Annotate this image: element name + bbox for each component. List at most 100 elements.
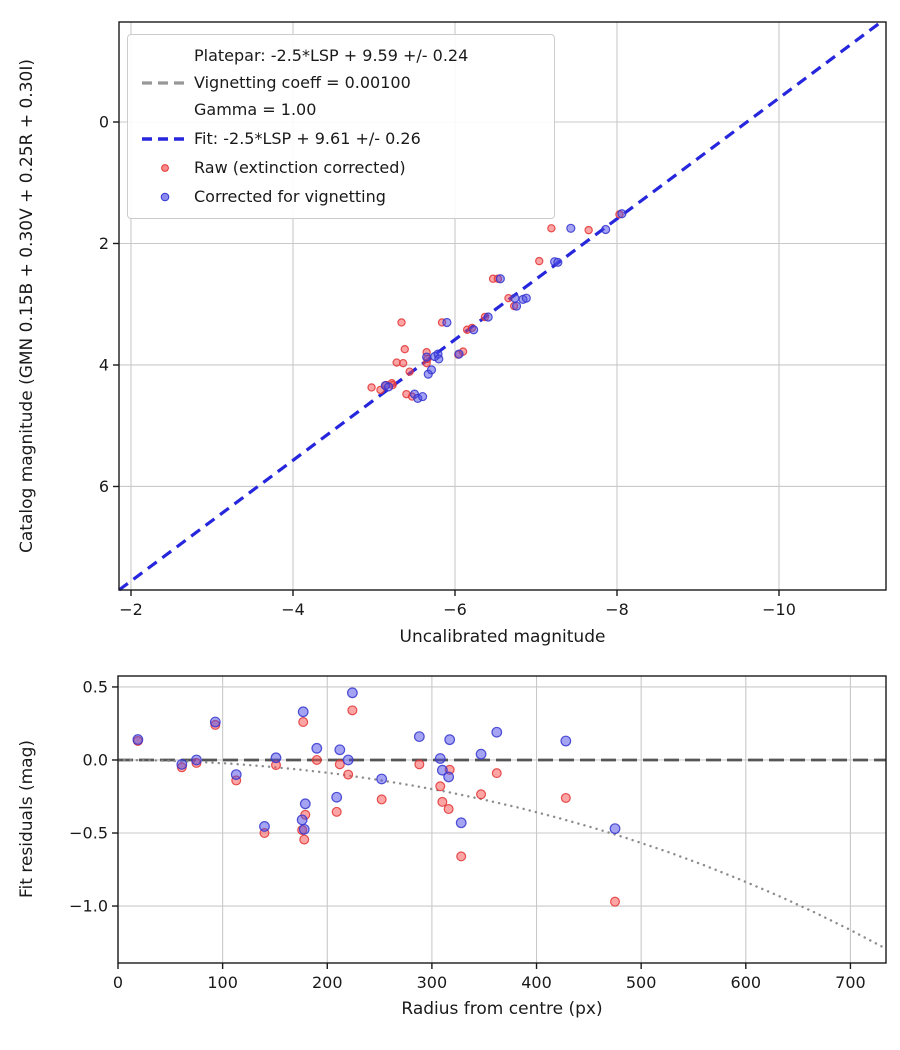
legend-label-corrected: Corrected for vignetting xyxy=(194,187,386,206)
y-tick-label: 0.5 xyxy=(83,677,108,696)
legend: Platepar: -2.5*LSP + 9.59 +/- 0.24 Vigne… xyxy=(127,34,555,219)
axes-box xyxy=(117,675,887,964)
scatter-point-corrected-residuals xyxy=(331,791,343,803)
x-tick-label: −10 xyxy=(762,600,796,619)
scatter-point-corrected-residuals xyxy=(176,758,188,770)
scatter-point-raw-residuals xyxy=(443,804,454,815)
fit-dash-swatch xyxy=(136,135,194,143)
scatter-point-corrected-for-vignetting xyxy=(417,391,428,402)
scatter-point-raw-extinction-corrected xyxy=(535,256,544,266)
scatter-point-corrected-residuals xyxy=(475,748,487,760)
scatter-point-corrected-residuals xyxy=(259,821,270,832)
scatter-point-corrected-residuals xyxy=(560,735,572,747)
scatter-point-corrected-for-vignetting xyxy=(511,301,522,311)
scatter-point-corrected-for-vignetting xyxy=(434,354,444,364)
y-tick-label: 4 xyxy=(99,355,109,374)
scatter-point-raw-extinction-corrected xyxy=(405,367,414,376)
scatter-point-raw-residuals xyxy=(298,717,309,728)
scatter-point-corrected-residuals xyxy=(132,734,144,745)
scatter-point-corrected-for-vignetting xyxy=(426,365,437,375)
scatter-point-raw-extinction-corrected xyxy=(584,225,593,235)
scatter-point-corrected-residuals xyxy=(342,754,354,766)
scatter-point-corrected-residuals xyxy=(334,744,346,756)
blue-dot-icon xyxy=(160,192,170,201)
scatter-point-raw-extinction-corrected xyxy=(398,358,408,368)
scatter-point-corrected-for-vignetting xyxy=(553,257,563,267)
scatter-point-corrected-for-vignetting xyxy=(617,209,627,219)
scatter-point-corrected-for-vignetting xyxy=(422,352,432,362)
x-tick-label: 0 xyxy=(113,973,123,992)
x-tick-label: 100 xyxy=(207,973,238,992)
scatter-point-raw-residuals xyxy=(560,792,571,803)
scatter-point-raw-residuals xyxy=(343,769,354,780)
legend-item-raw: Raw (extinction corrected) xyxy=(136,154,544,181)
legend-item-fit: Fit: -2.5*LSP + 9.61 +/- 0.26 xyxy=(136,125,544,152)
scatter-point-corrected-residuals xyxy=(270,752,282,764)
y-tick-label: 0 xyxy=(99,112,109,131)
y-tick-label: 2 xyxy=(99,234,109,253)
y-tick-label: 0.0 xyxy=(83,750,108,769)
raw-dot-swatch xyxy=(136,162,194,174)
scatter-point-corrected-for-vignetting xyxy=(601,224,611,235)
bottom-x-axis-label: Radius from centre (px) xyxy=(401,999,603,1019)
scatter-point-corrected-for-vignetting xyxy=(495,274,505,284)
scatter-point-raw-residuals xyxy=(331,806,342,817)
scatter-point-corrected-residuals xyxy=(230,769,242,780)
scatter-point-corrected-residuals xyxy=(443,771,455,783)
scatter-point-corrected-residuals xyxy=(311,742,323,754)
scatter-point-raw-residuals xyxy=(299,834,310,845)
scatter-point-corrected-for-vignetting xyxy=(521,293,531,303)
scatter-point-corrected-for-vignetting xyxy=(566,223,576,233)
scatter-point-corrected-for-vignetting xyxy=(442,317,452,328)
x-tick-label: 300 xyxy=(417,973,448,992)
scatter-point-corrected-residuals xyxy=(491,726,503,738)
legend-label-vignetting-coeff: Vignetting coeff = 0.00100 xyxy=(194,73,411,92)
x-tick-label: −4 xyxy=(281,600,305,619)
scatter-point-corrected-for-vignetting xyxy=(469,325,479,335)
scatter-point-raw-extinction-corrected xyxy=(400,344,409,354)
scatter-point-raw-residuals xyxy=(376,794,387,805)
scatter-point-corrected-residuals xyxy=(298,823,310,835)
scatter-point-corrected-for-vignetting xyxy=(510,293,520,303)
scatter-point-raw-residuals xyxy=(610,896,621,907)
fit-line xyxy=(118,20,883,592)
legend-label-gamma: Gamma = 1.00 xyxy=(194,100,317,119)
scatter-point-raw-residuals xyxy=(347,705,358,716)
x-tick-label: 600 xyxy=(731,973,762,992)
scatter-point-corrected-residuals xyxy=(296,814,308,826)
scatter-point-raw-residuals xyxy=(414,759,425,770)
y-tick-label: 6 xyxy=(99,477,109,496)
scatter-point-corrected-residuals xyxy=(299,798,311,810)
scatter-point-raw-residuals xyxy=(491,768,502,779)
scatter-point-corrected-residuals xyxy=(436,764,448,776)
scatter-point-raw-extinction-corrected xyxy=(397,318,406,327)
bottom-y-axis-label: Fit residuals (mag) xyxy=(17,740,37,898)
legend-item-platepar: Platepar: -2.5*LSP + 9.59 +/- 0.24 Vigne… xyxy=(136,42,544,123)
x-tick-label: −6 xyxy=(443,600,467,619)
scatter-point-corrected-residuals xyxy=(376,773,388,785)
legend-label-raw: Raw (extinction corrected) xyxy=(194,158,406,177)
axes-box xyxy=(118,21,887,591)
x-tick-label: −8 xyxy=(605,600,629,619)
x-tick-label: 700 xyxy=(835,973,866,992)
scatter-point-corrected-residuals xyxy=(209,716,221,728)
platepar-dash-swatch xyxy=(136,79,194,87)
scatter-point-corrected-residuals xyxy=(413,731,425,743)
scatter-point-raw-residuals xyxy=(437,796,448,807)
x-tick-label: 200 xyxy=(312,973,343,992)
scatter-point-raw-residuals xyxy=(456,851,467,862)
scatter-point-corrected-residuals xyxy=(191,754,202,766)
legend-label-fit: Fit: -2.5*LSP + 9.61 +/- 0.26 xyxy=(194,129,421,148)
scatter-point-raw-residuals xyxy=(311,754,322,765)
legend-label-platepar: Platepar: -2.5*LSP + 9.59 +/- 0.24 xyxy=(194,46,469,65)
top-x-axis-label: Uncalibrated magnitude xyxy=(399,627,606,647)
scatter-point-corrected-residuals xyxy=(455,817,467,829)
scatter-point-raw-residuals xyxy=(334,759,345,770)
scatter-point-corrected-for-vignetting xyxy=(383,382,394,392)
scatter-point-raw-extinction-corrected xyxy=(367,383,376,392)
scatter-point-corrected-residuals xyxy=(346,687,358,699)
top-y-axis-label: Catalog magnitude (GMN 0.15B + 0.30V + 0… xyxy=(17,59,37,553)
scatter-point-corrected-residuals xyxy=(434,753,446,764)
x-tick-label: 500 xyxy=(626,973,657,992)
scatter-point-corrected-residuals xyxy=(444,734,456,746)
